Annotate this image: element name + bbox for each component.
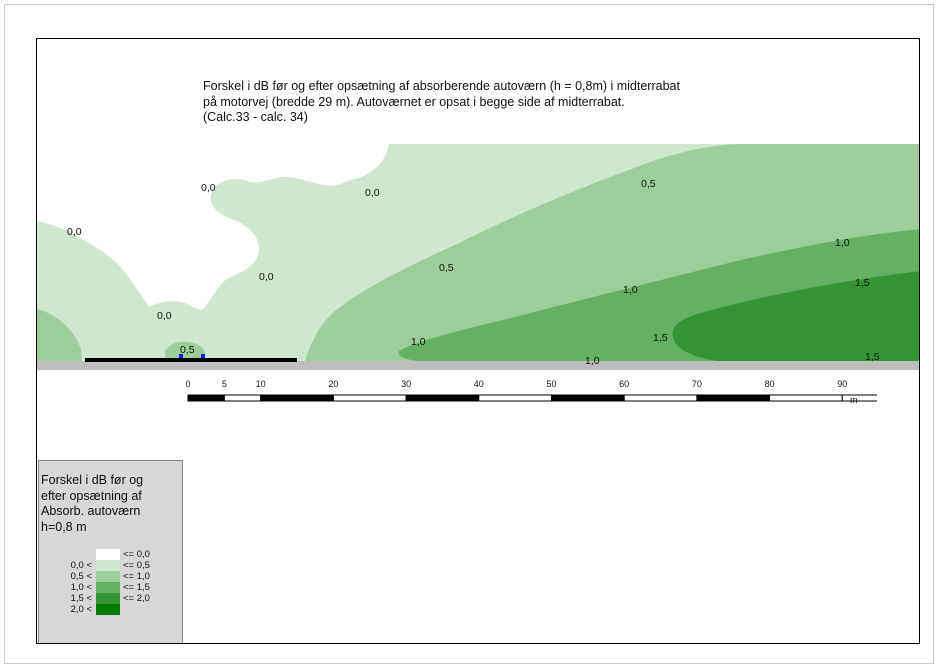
legend-swatch	[96, 571, 120, 582]
zone-0-5-1-0-center	[165, 341, 205, 361]
page-border	[4, 4, 934, 664]
scale-segment	[623, 394, 698, 402]
road-line	[85, 358, 297, 362]
legend-row: 0,5 < <= 1,0	[39, 571, 184, 582]
legend-lower-bound: 0,5 <	[70, 571, 92, 582]
scale-segment	[551, 394, 625, 402]
map-title: Forskel i dB før og efter opsætning af a…	[203, 79, 783, 126]
legend-lower-bound: 0,0 <	[70, 560, 92, 571]
contour-label: 1,5	[855, 277, 870, 289]
contour-label: 0,5	[641, 178, 656, 190]
zone-1-5-2-0	[672, 271, 919, 361]
contour-label: 1,0	[411, 336, 426, 348]
legend-lower-bound: 2,0 <	[70, 604, 92, 615]
contour-label: 0,0	[201, 182, 216, 194]
contour-label: 0,0	[365, 187, 380, 199]
zone-0-0-white	[37, 39, 919, 303]
scale-segment	[260, 394, 334, 402]
legend-title-line: efter opsætning af	[41, 488, 142, 503]
title-line: (Calc.33 - calc. 34)	[203, 110, 308, 124]
map-frame: Forskel i dB før og efter opsætning af a…	[36, 38, 920, 644]
zone-0-5-1-0-left	[37, 309, 82, 361]
scale-bar-graphic	[187, 394, 877, 402]
legend-upper-bound: <= 1,0	[123, 571, 150, 582]
scale-tick-label: 70	[691, 379, 702, 389]
contour-label: 0,0	[67, 226, 82, 238]
legend-title-line: Absorb. autoværn	[41, 504, 141, 518]
ground-strip	[37, 361, 919, 370]
contour-label: 1,5	[653, 332, 668, 344]
scale-tick-label: 30	[401, 379, 412, 389]
legend-title: Forskel i dB før og efter opsætning af A…	[41, 473, 181, 535]
scale-segment	[187, 394, 225, 402]
scale-segment	[223, 394, 262, 402]
scale-tick-label: 20	[328, 379, 339, 389]
scale-tick-label: 90	[837, 379, 848, 389]
contour-label: 0,5	[180, 344, 195, 356]
legend-swatch	[96, 549, 120, 560]
legend-swatch	[96, 582, 120, 593]
legend-lower-bound: 1,0 <	[70, 582, 92, 593]
contour-label: 0,5	[439, 262, 454, 274]
scale-segment	[405, 394, 480, 402]
legend-upper-bound: <= 0,0	[123, 549, 150, 560]
legend-row: <= 0,0	[39, 549, 184, 560]
legend-row: 1,5 < <= 2,0	[39, 593, 184, 604]
legend-swatch	[96, 604, 120, 615]
scale-tick-label: 50	[546, 379, 557, 389]
legend-swatch	[96, 560, 120, 571]
scale-segment	[841, 394, 877, 402]
scale-tick-label: 60	[619, 379, 630, 389]
scale-unit: m	[850, 395, 858, 405]
scale-segment	[332, 394, 407, 402]
contour-label: 1,0	[585, 355, 600, 367]
legend-row: 2,0 <	[39, 604, 184, 615]
scale-tick-label: 0	[185, 379, 191, 389]
scale-bar: 0 5 10 20 30 40 50 60 70 80 90 m	[177, 379, 877, 419]
scale-segment	[478, 394, 552, 402]
barrier-marker-left	[179, 354, 183, 358]
contour-label: 1,0	[623, 284, 638, 296]
scale-tick-label: 80	[764, 379, 775, 389]
legend-upper-bound: <= 2,0	[123, 593, 150, 604]
legend: Forskel i dB før og efter opsætning af A…	[38, 460, 184, 643]
contour-label: 1,5	[865, 351, 880, 363]
legend-upper-bound: <= 1,5	[123, 582, 150, 593]
legend-lower-bound: 1,5 <	[70, 593, 92, 604]
legend-row: 0,0 < <= 0,5	[39, 560, 184, 571]
barrier-marker-right	[201, 354, 205, 358]
contour-label: 1,0	[835, 237, 850, 249]
scale-tick-label: 5	[221, 379, 227, 389]
contour-label: 0,0	[157, 310, 172, 322]
legend-row: 1,0 < <= 1,5	[39, 582, 184, 593]
scale-tick-label: 40	[473, 379, 484, 389]
scale-segment	[769, 394, 843, 402]
legend-title-line: h=0,8 m	[41, 519, 87, 534]
legend-upper-bound: <= 0,5	[123, 560, 150, 571]
contour-label: 0,0	[259, 271, 274, 283]
title-line: på motorvej (bredde 29 m). Autoværnet er…	[203, 94, 625, 109]
scale-segment	[696, 394, 771, 402]
noise-contour-map	[37, 39, 919, 370]
legend-title-line: Forskel i dB før og	[41, 473, 144, 487]
title-line: Forskel i dB før og efter opsætning af a…	[203, 79, 680, 93]
legend-swatch	[96, 593, 120, 604]
scale-tick-label: 10	[255, 379, 266, 389]
